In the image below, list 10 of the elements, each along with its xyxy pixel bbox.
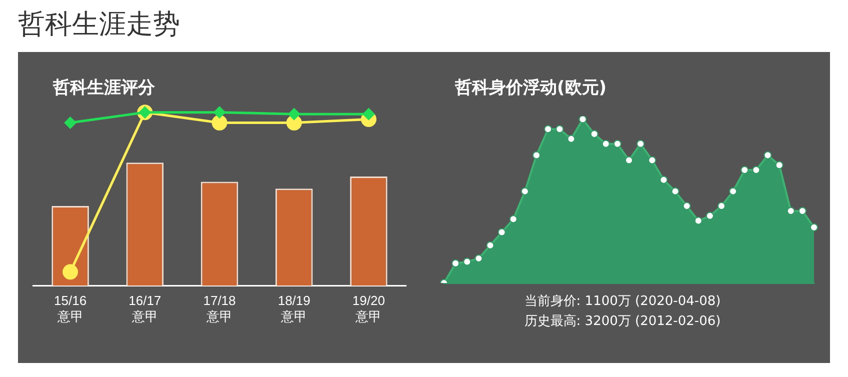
text: 当前身价: 1100万 (2020-04-08) [524, 294, 721, 309]
text: 哲科生涯走势 [18, 8, 180, 42]
chart-title: 哲科生涯评分 [53, 77, 155, 99]
x-tick-label: 15/16 意甲 [54, 293, 87, 324]
x-tick-label: 16/17 意甲 [128, 293, 162, 324]
x-tick-label: 19/20 意甲 [352, 293, 385, 324]
x-tick-label: 17/18 意甲 [203, 293, 236, 324]
x-tick-label: 18/19 意甲 [278, 293, 310, 324]
text: 历史最高: 3200万 (2012-02-06) [524, 314, 721, 329]
chart-title: 哲科身价浮动(欧元) [455, 77, 607, 99]
